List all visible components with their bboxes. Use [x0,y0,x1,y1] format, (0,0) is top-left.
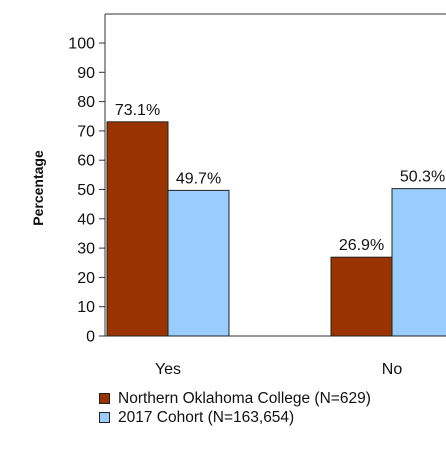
y-tick-label: 60 [77,153,95,170]
legend-label-series-1: Northern Oklahoma College (N=629) [118,389,371,407]
y-tick-label: 80 [77,94,95,111]
x-tick-label: Yes [155,361,181,378]
x-tick-label: No [382,361,403,378]
y-axis-ticks: 0 10 20 30 40 50 60 70 80 90 100 [68,36,105,346]
bar-yes-series-1 [106,121,169,337]
legend-label-series-2: 2017 Cohort (N=163,654) [118,408,295,426]
legend-item-series-2: 2017 Cohort (N=163,654) [99,408,371,427]
category-labels: Yes No [155,361,402,378]
y-tick-label: 90 [77,65,95,82]
y-tick-label: 70 [77,123,95,140]
y-axis-label: Percentage [30,150,46,226]
data-label: 73.1% [115,102,160,119]
y-tick-label: 10 [77,299,95,316]
bar-no-series-2 [391,188,446,337]
legend-swatch-series-2 [99,412,110,423]
bars [106,121,446,337]
data-label: 49.7% [176,170,221,187]
data-labels: 73.1% 49.7% 26.9% 50.3% [115,102,445,254]
bar-no-series-1 [330,256,393,337]
y-tick-label: 20 [77,270,95,287]
bar-yes-series-2 [167,189,230,337]
data-label: 26.9% [339,237,384,254]
data-label: 50.3% [400,169,445,186]
y-tick-label: 50 [77,182,95,199]
y-tick-label: 40 [77,211,95,228]
legend-swatch-series-1 [99,393,110,404]
y-tick-label: 30 [77,241,95,258]
legend: Northern Oklahoma College (N=629) 2017 C… [99,389,371,427]
y-tick-label: 100 [68,36,95,53]
legend-item-series-1: Northern Oklahoma College (N=629) [99,389,371,408]
y-tick-label: 0 [86,329,95,346]
